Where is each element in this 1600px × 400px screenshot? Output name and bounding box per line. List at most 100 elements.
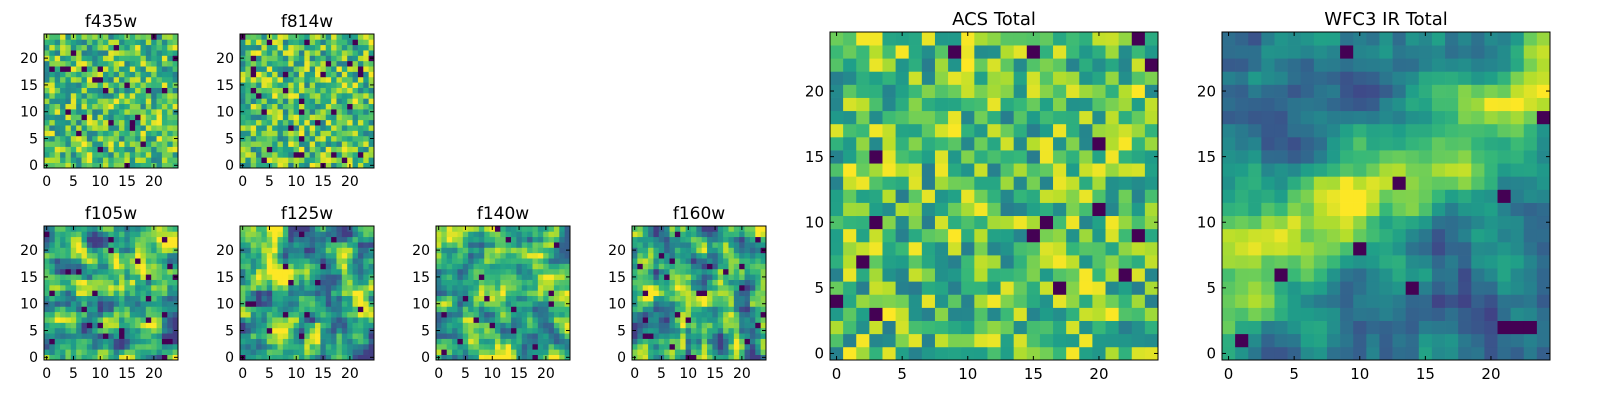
heatmap-cell — [733, 306, 740, 313]
heatmap-cell — [135, 274, 141, 280]
heatmap-cell — [336, 338, 343, 345]
heatmap-cell — [457, 236, 464, 243]
heatmap-cell — [167, 66, 173, 72]
heatmap-cell — [250, 268, 257, 275]
heatmap-cell — [113, 236, 120, 243]
heatmap-cell — [352, 333, 359, 339]
heatmap-cell — [102, 322, 109, 329]
heatmap-cell — [135, 252, 141, 259]
heatmap-cell — [462, 295, 469, 302]
heatmap-cell — [712, 252, 719, 259]
heatmap-cell — [261, 263, 268, 270]
heatmap-cell — [293, 236, 300, 243]
heatmap-cell — [1287, 255, 1302, 269]
heatmap-cell — [54, 162, 61, 169]
heatmap-cell — [559, 268, 565, 275]
heatmap-cell — [642, 343, 649, 350]
heatmap-cell — [441, 354, 448, 361]
heatmap-cell — [368, 226, 375, 232]
heatmap-cell — [948, 150, 962, 164]
heatmap-cell — [336, 290, 343, 297]
heatmap-cell — [293, 71, 300, 78]
heatmap-cell — [452, 327, 458, 334]
heatmap-cell — [102, 92, 109, 99]
heatmap-cell — [1092, 241, 1106, 256]
heatmap-cell — [363, 258, 369, 264]
heatmap-cell — [363, 44, 369, 51]
heatmap-cell — [642, 263, 649, 270]
heatmap-cell — [124, 301, 131, 307]
heatmap-cell — [341, 247, 348, 254]
heatmap-cell — [167, 98, 173, 105]
heatmap-cell — [1092, 84, 1106, 98]
heatmap-cell — [869, 294, 883, 308]
heatmap-cell — [1144, 294, 1159, 308]
heatmap-cell — [1523, 320, 1538, 335]
heatmap-cell — [304, 55, 311, 62]
heatmap-cell — [1105, 241, 1119, 256]
heatmap-cell — [843, 163, 857, 177]
heatmap-cell — [680, 338, 686, 345]
heatmap-cell — [266, 290, 273, 297]
heatmap-cell — [336, 50, 343, 56]
heatmap-cell — [277, 247, 284, 254]
heatmap-cell — [882, 202, 896, 217]
heatmap-cell — [363, 55, 369, 62]
heatmap-cell — [632, 290, 638, 297]
heatmap-cell — [658, 327, 665, 334]
heatmap-cell — [282, 290, 289, 297]
heatmap-cell — [124, 109, 131, 115]
heatmap-cell — [664, 301, 670, 307]
heatmap-cell — [717, 327, 724, 334]
heatmap-cell — [129, 66, 136, 72]
heatmap-cell — [145, 263, 152, 270]
heatmap-cell — [277, 141, 284, 147]
heatmap-cell — [1039, 294, 1054, 308]
heatmap-cell — [70, 60, 77, 67]
heatmap-cell — [961, 307, 975, 321]
heatmap-cell — [293, 263, 300, 270]
heatmap-cell — [240, 268, 246, 275]
heatmap-cell — [452, 317, 458, 323]
heatmap-cell — [869, 97, 883, 112]
heatmap-cell — [60, 162, 66, 169]
heatmap-cell — [119, 76, 125, 83]
axes-frame — [239, 33, 375, 169]
heatmap-cell — [341, 301, 348, 307]
heatmap-cell — [559, 236, 565, 243]
heatmap-cell — [70, 268, 77, 275]
heatmap-cell — [336, 125, 343, 131]
heatmap-cell — [685, 284, 692, 291]
heatmap-cell — [674, 284, 681, 291]
heatmap-cell — [473, 268, 480, 275]
heatmap-cell — [882, 320, 896, 335]
heatmap-cell — [151, 290, 157, 297]
heatmap-cell — [363, 50, 369, 56]
heatmap-cell — [277, 151, 284, 158]
heatmap-cell — [1287, 294, 1302, 308]
heatmap-cell — [266, 242, 273, 248]
heatmap-cell — [320, 151, 327, 158]
heatmap-cell — [97, 231, 104, 238]
heatmap-cell — [1000, 150, 1015, 164]
heatmap-cell — [161, 34, 168, 40]
heatmap-cell — [119, 236, 125, 243]
heatmap-cell — [749, 279, 756, 286]
heatmap-cell — [336, 55, 343, 62]
heatmap-cell — [92, 274, 98, 280]
heatmap-cell — [632, 349, 638, 355]
heatmap-cell — [347, 317, 353, 323]
heatmap-cell — [1300, 189, 1315, 203]
heatmap-cell — [1471, 333, 1485, 348]
heatmap-cell — [1445, 307, 1459, 321]
heatmap-cell — [749, 231, 756, 238]
heatmap-cell — [987, 255, 1001, 269]
heatmap-cell — [119, 252, 125, 259]
heatmap-cell — [304, 39, 311, 46]
heatmap-cell — [707, 231, 713, 238]
heatmap-cell — [755, 258, 761, 264]
heatmap-cell — [70, 66, 77, 72]
heatmap-cell — [261, 295, 268, 302]
heatmap-cell — [1039, 71, 1054, 85]
